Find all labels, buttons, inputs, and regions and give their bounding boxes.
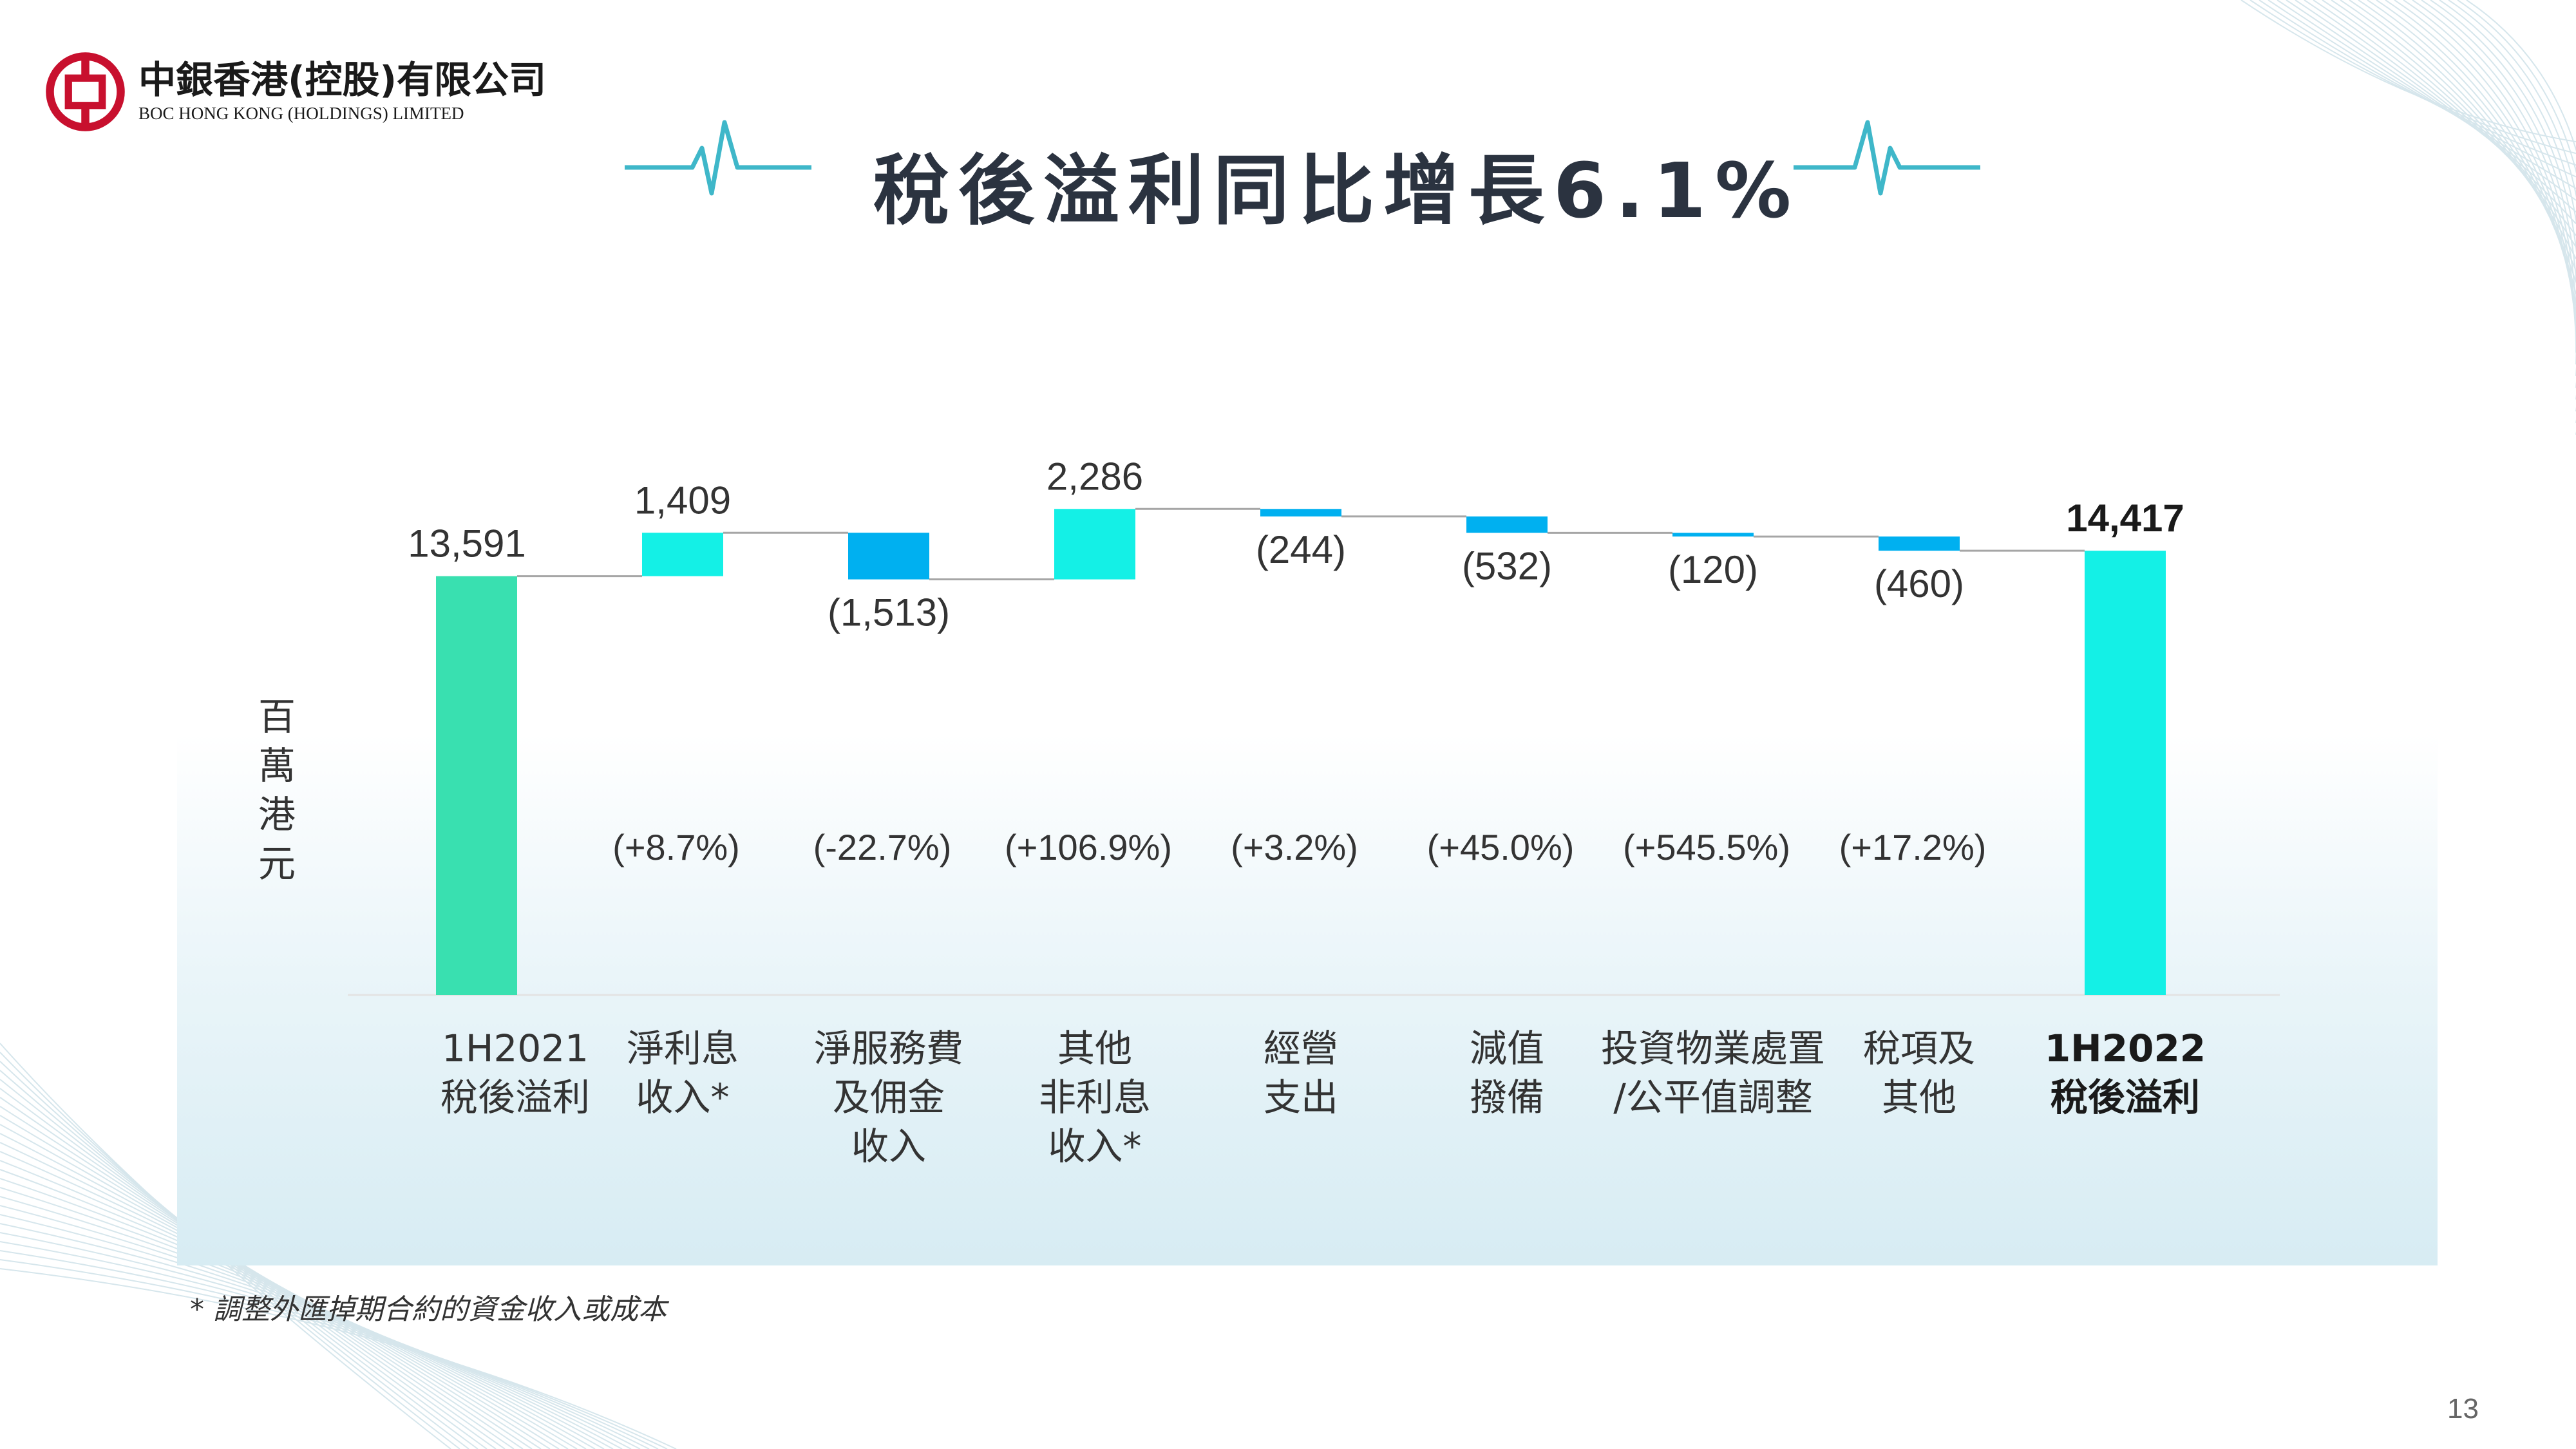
waterfall-bar xyxy=(436,576,517,995)
boc-logo-icon xyxy=(46,52,125,131)
waterfall-bar xyxy=(642,533,723,576)
chart-panel-background xyxy=(177,734,2438,1265)
bar-value-label: 1,409 xyxy=(634,478,731,522)
waterfall-bar xyxy=(1879,536,1960,551)
waterfall-bar xyxy=(1466,516,1548,533)
category-label: 1H2021 稅後溢利 xyxy=(440,1027,590,1119)
title-row: 稅後溢利同比增長6.1% xyxy=(0,109,2576,235)
bar-value-label: 13,591 xyxy=(408,522,526,565)
bar-value-label: 2,286 xyxy=(1046,455,1143,498)
company-logo: 中銀香港(控股)有限公司 BOC HONG KONG (HOLDINGS) LI… xyxy=(45,48,625,132)
yoy-change-label: (-22.7%) xyxy=(813,827,952,867)
waterfall-bar xyxy=(2085,551,2166,995)
category-label: 1H2022 稅後溢利 xyxy=(2044,1027,2206,1119)
waterfall-bar xyxy=(1054,509,1135,580)
bar-value-label: (1,513) xyxy=(828,591,950,634)
y-axis-unit-label: 百萬港元 xyxy=(258,695,296,886)
heartbeat-right-icon xyxy=(1794,120,1980,196)
company-name-english: BOC HONG KONG (HOLDINGS) LIMITED xyxy=(138,104,464,123)
footnote: * 調整外匯掉期合約的資金收入或成本 xyxy=(190,1293,667,1326)
category-label: 投資物業處置 /公平值調整 xyxy=(1600,1027,1825,1119)
bar-value-label: (460) xyxy=(1874,562,1964,605)
bar-value-label: (532) xyxy=(1462,544,1552,587)
waterfall-bar xyxy=(1260,509,1341,516)
category-label: 稅項及 其他 xyxy=(1862,1027,1975,1119)
category-label: 淨利息 收入* xyxy=(626,1027,739,1119)
yoy-change-label: (+3.2%) xyxy=(1231,827,1358,867)
company-name-chinese: 中銀香港(控股)有限公司 xyxy=(138,58,547,102)
category-label: 其他 非利息 收入* xyxy=(1038,1027,1151,1168)
yoy-change-label: (+106.9%) xyxy=(1005,827,1172,867)
bar-value-label: 14,417 xyxy=(2066,497,2184,540)
bar-value-label: (120) xyxy=(1668,548,1758,591)
page-title: 稅後溢利同比增長6.1% xyxy=(873,146,1801,235)
heartbeat-left-icon xyxy=(625,120,811,196)
yoy-change-label: (+545.5%) xyxy=(1623,827,1790,867)
yoy-change-label: (+8.7%) xyxy=(612,827,740,867)
bar-value-label: (244) xyxy=(1256,528,1346,571)
waterfall-bar xyxy=(1672,533,1754,537)
yoy-change-label: (+17.2%) xyxy=(1839,827,1987,867)
category-label: 減值 撥備 xyxy=(1469,1027,1544,1119)
page-number: 13 xyxy=(2447,1393,2479,1425)
yoy-change-label: (+45.0%) xyxy=(1427,827,1575,867)
category-label: 淨服務費 及佣金 收入 xyxy=(813,1027,963,1168)
waterfall-bar xyxy=(848,533,929,580)
category-label: 經營 支出 xyxy=(1263,1027,1338,1119)
